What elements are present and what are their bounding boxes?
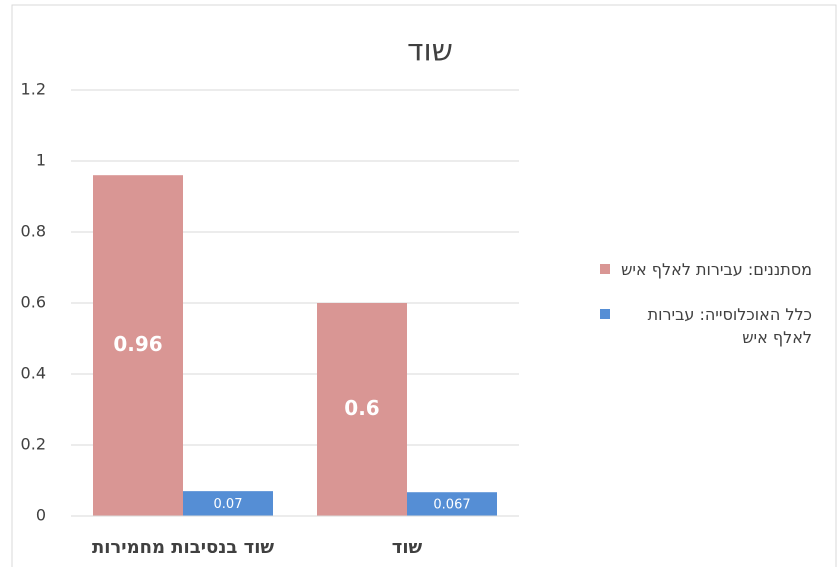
y-tick-label: 0.4: [21, 364, 46, 383]
y-tick-label: 0.6: [21, 293, 46, 312]
legend: מסתננים: עבירות לאלף איש כלל האוכלוסייה: …: [600, 258, 818, 371]
legend-label: מסתננים: עבירות לאלף איש: [621, 260, 812, 279]
bar: [183, 491, 273, 516]
y-tick-label: 1.2: [21, 80, 46, 99]
y-tick-label: 0.8: [21, 222, 46, 241]
chart-title: שוד: [407, 34, 453, 69]
y-tick-label: 0.2: [21, 435, 46, 454]
data-label: 0.96: [113, 332, 162, 356]
bar: [93, 175, 183, 516]
y-tick-label: 0: [36, 506, 46, 525]
legend-item: כלל האוכלוסייה: עבירות לאלף איש: [600, 303, 818, 349]
y-tick-label: 1: [36, 151, 46, 170]
data-label: 0.6: [344, 396, 379, 420]
legend-swatch: [600, 309, 610, 319]
data-label: 0.07: [214, 497, 243, 512]
bar: [407, 492, 497, 516]
data-label: 0.067: [433, 498, 470, 513]
legend-swatch: [600, 264, 610, 274]
x-tick-label: שוד בנסיבות מחמירות: [92, 537, 274, 558]
bar: [317, 303, 407, 516]
legend-label: כלל האוכלוסייה: עבירות לאלף איש: [647, 305, 812, 347]
legend-item: מסתננים: עבירות לאלף איש: [600, 258, 818, 281]
x-tick-label: שוד: [392, 537, 423, 558]
